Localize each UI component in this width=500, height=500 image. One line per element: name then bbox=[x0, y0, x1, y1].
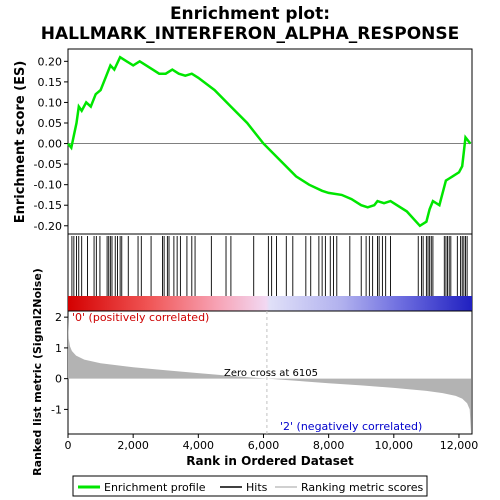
metric-y-tick-label: 2 bbox=[55, 311, 62, 324]
es-y-tick-label: -0.15 bbox=[34, 199, 62, 212]
legend-hits-label: Hits bbox=[246, 481, 268, 494]
x-tick-label: 12,000 bbox=[440, 439, 479, 452]
x-tick-label: 10,000 bbox=[375, 439, 414, 452]
es-y-tick-label: 0.05 bbox=[38, 117, 63, 130]
rank-color-bar bbox=[68, 296, 472, 311]
zero-cross-label: Zero cross at 6105 bbox=[224, 368, 318, 379]
legend: Enrichment profile Hits Ranking metric s… bbox=[72, 475, 428, 497]
chart-title-line2: HALLMARK_INTERFERON_ALPHA_RESPONSE bbox=[41, 24, 460, 44]
hits-lines bbox=[71, 236, 468, 296]
ranked-metric-panel: 210-1 0 2,000 4,000 6,000 8,000 10,000 12,000 … bbox=[31, 268, 478, 476]
ranking-metric-area bbox=[68, 315, 471, 433]
enrichment-panel-frame bbox=[67, 48, 473, 235]
es-y-tick-label: 0.20 bbox=[38, 55, 63, 68]
es-y-tick-label: 0.00 bbox=[38, 138, 63, 151]
x-tick-label: 4,000 bbox=[183, 439, 215, 452]
enrichment-profile-line bbox=[67, 55, 472, 228]
metric-y-axis: 2 1 0 -1 bbox=[51, 311, 68, 416]
enrichment-panel: 0.20 0.15 0.10 0.05 0.00 -0.05 -0.10 -0.15 -0.20… bbox=[13, 48, 473, 235]
x-tick-label: 8,000 bbox=[313, 439, 345, 452]
metric-y-tick-label: 1 bbox=[55, 342, 62, 355]
es-y-tick-label: -0.20 bbox=[34, 220, 62, 233]
x-tick-label: 0 bbox=[65, 439, 72, 452]
x-axis-label: Rank in Ordered Dataset bbox=[186, 454, 354, 468]
es-y-axis: 0.20 0.15 0.10 0.05 0.00 -0.05 -0.10 -0.15 -0.20 bbox=[34, 55, 68, 233]
es-y-axis-label: Enrichment score (ES) bbox=[13, 61, 28, 224]
legend-metric-label: Ranking metric scores bbox=[301, 481, 423, 494]
es-y-tick-label: 0.15 bbox=[38, 76, 63, 89]
metric-x-axis: 0 2,000 4,000 6,000 8,000 10,000 12,000 bbox=[65, 434, 479, 452]
es-y-tick-label: -0.10 bbox=[34, 179, 62, 192]
legend-frame bbox=[72, 475, 428, 497]
es-y-tick-label: -0.05 bbox=[34, 158, 62, 171]
x-tick-label: 2,000 bbox=[117, 439, 149, 452]
hits-panel bbox=[67, 233, 473, 312]
metric-y-tick-label: 0 bbox=[55, 373, 62, 386]
legend-enrichment-label: Enrichment profile bbox=[104, 481, 206, 494]
metric-y-axis-label: Ranked list metric (Signal2Noise) bbox=[31, 268, 44, 476]
chart-title-line1: Enrichment plot: bbox=[170, 4, 330, 24]
es-y-tick-label: 0.10 bbox=[38, 96, 63, 109]
negative-correlation-label: '2' (negatively correlated) bbox=[280, 420, 422, 433]
positive-correlation-label: '0' (positively correlated) bbox=[72, 311, 209, 324]
metric-y-tick-label: -1 bbox=[51, 403, 62, 416]
x-tick-label: 6,000 bbox=[248, 439, 280, 452]
